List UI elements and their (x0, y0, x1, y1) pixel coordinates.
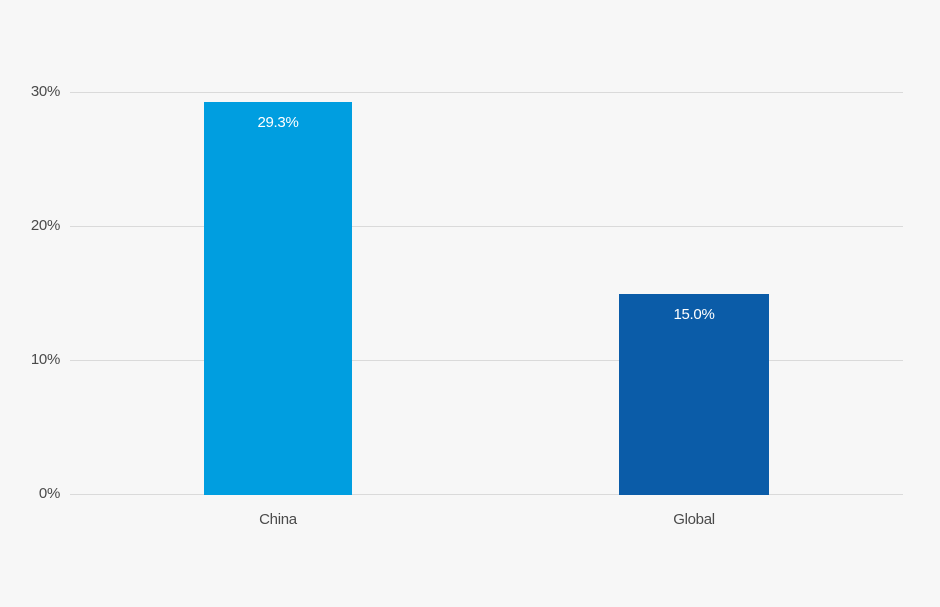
y-axis-tick-10: 10% (30, 351, 60, 368)
bar-china: 29.3% (204, 102, 352, 495)
x-axis-label-global: Global (673, 511, 715, 528)
y-axis-tick-30: 30% (30, 83, 60, 100)
gridline-0pct (70, 494, 903, 495)
bar-value-label-china: 29.3% (257, 114, 299, 131)
gridline-20pct (70, 226, 903, 227)
x-axis-label-china: China (259, 511, 297, 528)
bar-value-label-global: 15.0% (673, 306, 715, 323)
y-axis-tick-0: 0% (38, 485, 60, 502)
gridline-10pct (70, 360, 903, 361)
gridline-30pct (70, 92, 903, 93)
bar-global: 15.0% (619, 294, 769, 495)
y-axis-tick-20: 20% (30, 217, 60, 234)
